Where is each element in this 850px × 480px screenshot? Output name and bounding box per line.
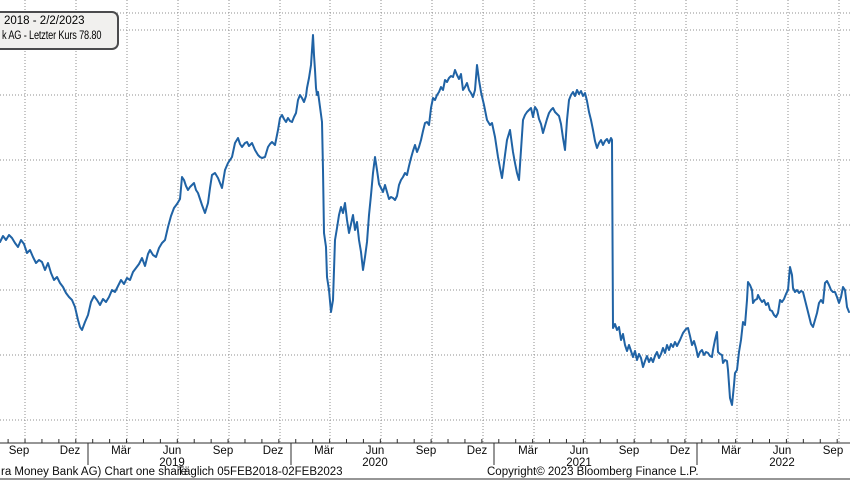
x-axis-month-label: Dez bbox=[670, 445, 691, 457]
footer-period-text: Täglich 05FEB2018-02FEB2023 bbox=[177, 466, 343, 478]
x-axis-month-label: Dez bbox=[263, 445, 284, 457]
x-axis-month-label: Sep bbox=[9, 445, 29, 457]
x-axis-month-label: Mär bbox=[518, 445, 538, 457]
x-axis-month-label: Dez bbox=[60, 445, 81, 457]
x-axis-month-label: Jun bbox=[366, 445, 385, 457]
x-axis-year-label: 2019 bbox=[159, 457, 185, 469]
chart-legend-box: 2018 - 2/2/2023 k AG - Letzter Kurs 78.8… bbox=[0, 11, 119, 50]
x-axis-month-label: Dez bbox=[467, 445, 488, 457]
legend-date-range: 2018 - 2/2/2023 bbox=[4, 15, 85, 27]
footer-security-text: ra Money Bank AG) Chart one share bbox=[1, 466, 187, 478]
x-axis-month-label: Jun bbox=[163, 445, 182, 457]
x-axis-year-label: 2022 bbox=[769, 457, 795, 469]
x-axis-month-label: Sep bbox=[823, 445, 843, 457]
legend-last-price: k AG - Letzter Kurs 78.80 bbox=[2, 30, 102, 42]
x-axis-month-label: Mär bbox=[721, 445, 741, 457]
chart-legend-text: 2018 - 2/2/2023 k AG - Letzter Kurs 78.8… bbox=[2, 13, 117, 44]
x-axis-month-label: Sep bbox=[416, 445, 436, 457]
footer-copyright-text: Copyright© 2023 Bloomberg Finance L.P. bbox=[487, 466, 699, 478]
x-axis-month-label: Jun bbox=[773, 445, 792, 457]
x-axis-month-label: Jun bbox=[570, 445, 589, 457]
footer-row: ra Money Bank AG) Chart one share Täglic… bbox=[1, 466, 699, 478]
x-axis-month-label: Mär bbox=[314, 445, 334, 457]
x-axis-month-label: Sep bbox=[619, 445, 639, 457]
x-axis-month-label: Mär bbox=[111, 445, 131, 457]
price-series bbox=[0, 34, 850, 406]
x-axis bbox=[0, 439, 850, 480]
x-axis-year-label: 2020 bbox=[362, 457, 388, 469]
x-axis-month-label: Sep bbox=[213, 445, 233, 457]
gridlines bbox=[0, 0, 850, 443]
price-line-series bbox=[0, 34, 850, 406]
x-axis-year-label: 2021 bbox=[566, 457, 592, 469]
